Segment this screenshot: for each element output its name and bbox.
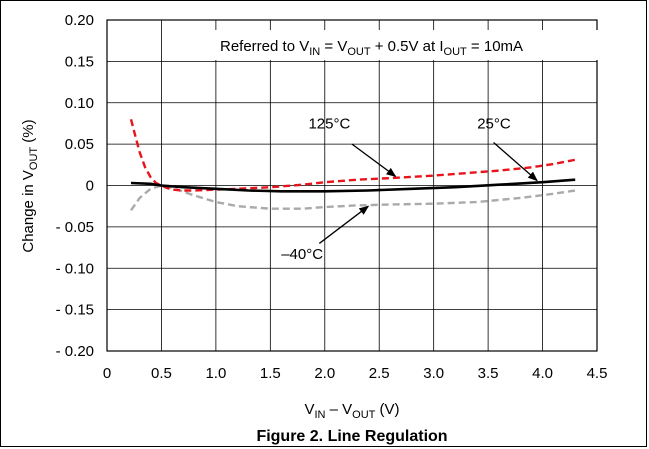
condition-box	[212, 30, 598, 60]
x-tick-label: 2.5	[369, 365, 390, 382]
series-line-25c	[130, 178, 576, 193]
y-tick-label: 0.05	[65, 136, 94, 153]
y-tick-label: - 0.10	[56, 260, 94, 277]
x-tick-label: 3.5	[478, 365, 499, 382]
x-tick-label: 0	[103, 365, 111, 382]
plot-area-border	[106, 19, 598, 352]
x-tick-label: 3.0	[423, 365, 444, 382]
series-line-125c	[129, 118, 576, 192]
y-tick-label: - 0.05	[56, 219, 94, 236]
y-axis-label: Change in VOUT (%)	[20, 119, 40, 252]
annotation-label: 25°C	[477, 115, 511, 132]
y-tick-label: 0	[86, 178, 94, 195]
y-tick-label: 0.15	[65, 53, 94, 70]
x-tick-label: 2.0	[314, 365, 335, 382]
figure-caption: Figure 2. Line Regulation	[256, 428, 447, 445]
x-tick-label: 1.5	[260, 365, 281, 382]
annotation-arrow	[351, 143, 397, 177]
x-tick-label: 4.0	[532, 365, 553, 382]
x-tick-label: 4.5	[587, 365, 608, 382]
annotation-arrow	[493, 141, 538, 182]
y-tick-label: 0.10	[65, 95, 94, 112]
annotation-label: –40°C	[281, 246, 323, 263]
x-tick-label: 0.5	[151, 365, 172, 382]
condition-text: Referred to VIN = VOUT + 0.5V at IOUT = …	[220, 38, 523, 58]
y-tick-label: - 0.15	[56, 302, 94, 319]
x-axis-label: VIN – VOUT (V)	[304, 401, 399, 421]
x-tick-label: 1.0	[205, 365, 226, 382]
y-tick-label: - 0.20	[56, 343, 94, 360]
annotation-label: 125°C	[308, 115, 350, 132]
y-tick-label: 0.20	[65, 12, 94, 29]
annotation-arrow	[318, 205, 370, 244]
